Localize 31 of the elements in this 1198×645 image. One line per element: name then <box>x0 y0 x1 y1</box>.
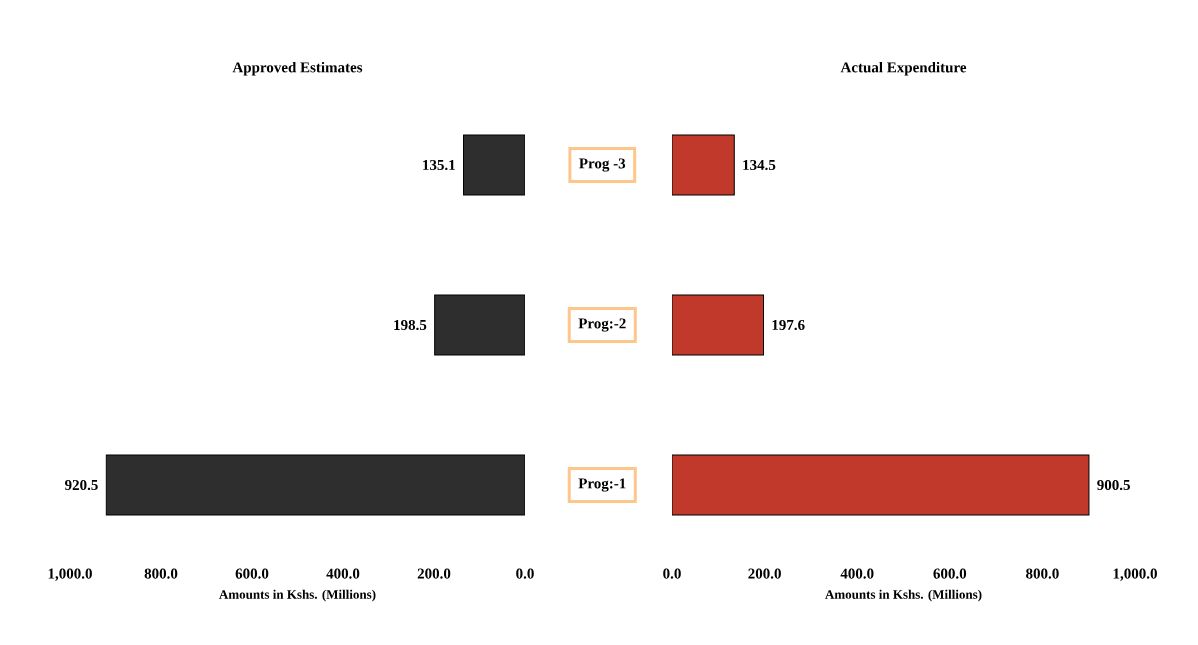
data-label: 198.5 <box>394 319 427 331</box>
data-label: 900.5 <box>1097 479 1130 491</box>
x-axis-title: Amounts in Kshs. (Millions) <box>219 589 376 602</box>
x-tick-label: 0.0 <box>516 568 534 579</box>
data-label: 920.5 <box>64 479 98 491</box>
x-axis-title: Amounts in Kshs. (Millions) <box>825 589 982 602</box>
x-tick-label: 800.0 <box>1026 568 1059 579</box>
chart-title: Actual Expenditure <box>840 61 967 76</box>
chart-title: Approved Estimates <box>232 61 363 76</box>
x-tick-label: 200.0 <box>417 568 451 579</box>
bar <box>463 134 525 196</box>
x-tick-label: 600.0 <box>933 568 967 579</box>
x-tick-label: 600.0 <box>235 568 269 579</box>
y-tick-label: Prog -3 <box>579 158 626 172</box>
x-tick-label: 400.0 <box>840 568 874 579</box>
x-tick-label: 400.0 <box>326 568 360 579</box>
x-tick-label: 800.0 <box>144 568 178 579</box>
bar <box>672 454 1090 516</box>
bar <box>434 294 525 356</box>
data-label: 135.1 <box>423 159 455 171</box>
y-tick-label: Prog:-1 <box>578 478 626 492</box>
bar <box>672 134 735 196</box>
bar <box>105 454 525 516</box>
x-tick-label: 1,000.0 <box>48 568 92 581</box>
y-tick-label: Prog:-2 <box>578 318 626 332</box>
bar <box>672 294 764 356</box>
data-label: 134.5 <box>743 159 776 171</box>
data-label: 197.6 <box>772 319 805 331</box>
x-tick-label: 0.0 <box>663 568 681 579</box>
x-tick-label: 1,000.0 <box>1113 568 1157 581</box>
x-tick-label: 200.0 <box>748 568 781 579</box>
